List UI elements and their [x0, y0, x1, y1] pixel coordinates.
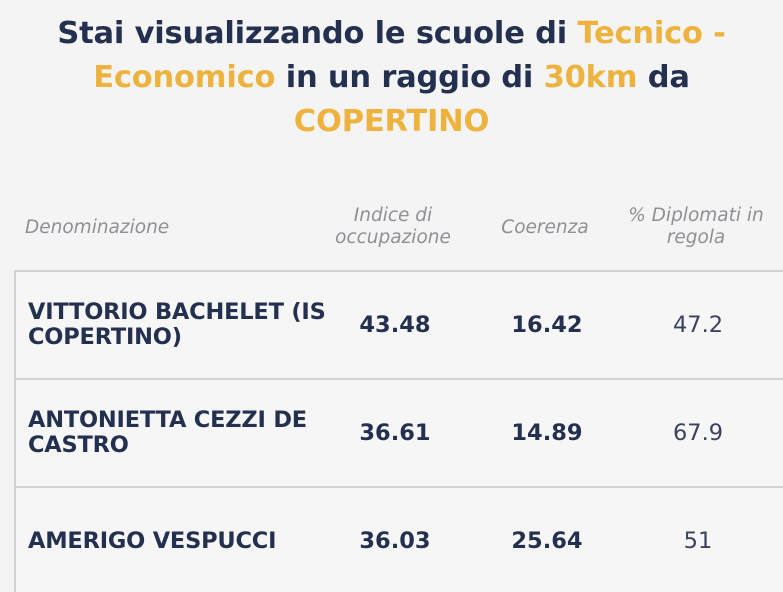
- table-row[interactable]: VITTORIO BACHELET (IS COPERTINO) 43.48 1…: [16, 272, 783, 380]
- title-part-1: Stai visualizzando le scuole di: [57, 16, 578, 51]
- title-part-3: da: [637, 60, 690, 95]
- school-name[interactable]: AMERIGO VESPUCCI: [28, 527, 277, 554]
- schools-table: VITTORIO BACHELET (IS COPERTINO) 43.48 1…: [14, 270, 783, 592]
- page-title: Stai visualizzando le scuole di Tecnico …: [30, 12, 753, 144]
- title-part-2: in un raggio di: [275, 60, 544, 95]
- graduates-value: 51: [683, 528, 713, 554]
- title-radius: 30km: [543, 60, 638, 95]
- table-row[interactable]: AMERIGO VESPUCCI 36.03 25.64 51: [16, 488, 783, 592]
- column-header-graduates[interactable]: % Diplomati in regola: [628, 205, 764, 248]
- occupation-index: 36.61: [359, 420, 431, 446]
- graduates-value: 67.9: [672, 420, 724, 446]
- title-city: COPERTINO: [293, 104, 490, 139]
- coherence-value: 16.42: [511, 312, 583, 338]
- school-name[interactable]: ANTONIETTA CEZZI DE CASTRO: [28, 407, 307, 458]
- column-header-coherence[interactable]: Coerenza: [501, 217, 589, 238]
- graduates-value: 47.2: [672, 312, 724, 338]
- school-name[interactable]: VITTORIO BACHELET (IS COPERTINO): [28, 299, 326, 350]
- coherence-value: 14.89: [511, 420, 583, 446]
- title-school-type: Tecnico - Economico: [93, 16, 726, 95]
- column-header-index[interactable]: Indice di occupazione: [335, 205, 451, 248]
- occupation-index: 43.48: [359, 312, 431, 338]
- table-row[interactable]: ANTONIETTA CEZZI DE CASTRO 36.61 14.89 6…: [16, 380, 783, 488]
- occupation-index: 36.03: [359, 528, 431, 554]
- column-header-name[interactable]: Denominazione: [25, 217, 170, 238]
- coherence-value: 25.64: [511, 528, 583, 554]
